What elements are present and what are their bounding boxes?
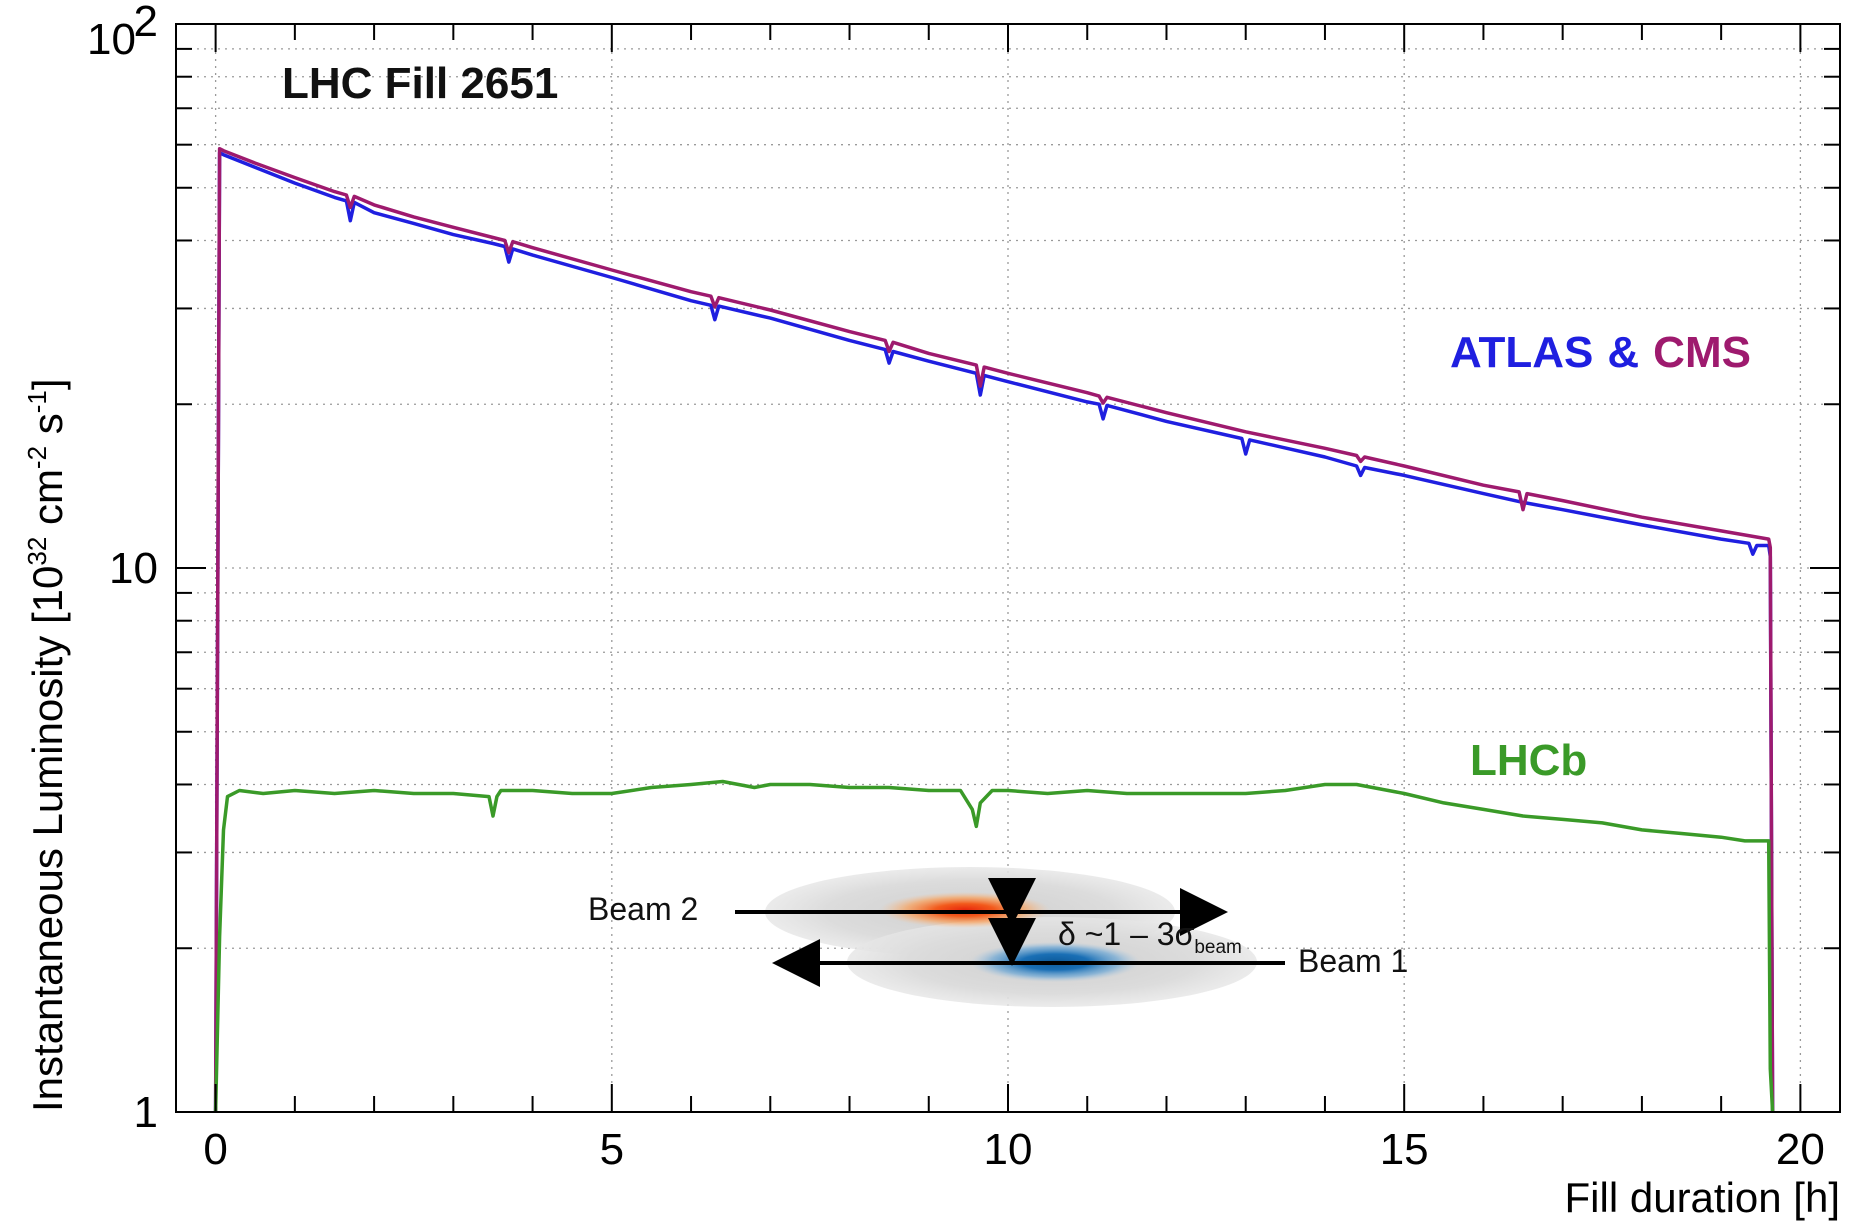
beam1-label: Beam 1 bbox=[1298, 943, 1408, 979]
grid-lines bbox=[176, 24, 1840, 1112]
y-tick-label-100-exp: 2 bbox=[134, 0, 158, 46]
lhcb-label: LHCb bbox=[1470, 736, 1587, 785]
ylabel-suffix: ] bbox=[24, 378, 71, 390]
ylabel-exp-s: -1 bbox=[22, 390, 52, 413]
y-tick-label-10: 10 bbox=[109, 544, 158, 593]
separation-label: δ ~1 – 3σbeam bbox=[1058, 916, 1242, 958]
series-line-lhcb bbox=[213, 779, 1775, 1112]
x-tick-label: 20 bbox=[1776, 1125, 1825, 1174]
beam2-label: Beam 2 bbox=[588, 891, 698, 927]
ylabel-s: s bbox=[24, 413, 71, 446]
ylabel-cm: cm bbox=[24, 469, 71, 537]
series-line-atlas bbox=[213, 150, 1775, 1112]
chart-title: LHC Fill 2651 bbox=[282, 59, 558, 108]
separation-prefix: δ ~1 – 3σ bbox=[1058, 916, 1195, 952]
axis-ticks bbox=[176, 23, 1840, 1113]
x-tick-label: 5 bbox=[600, 1125, 624, 1174]
ylabel-exp-cm: -2 bbox=[22, 446, 52, 469]
atlas-cms-label: ATLAS & CMS bbox=[1450, 328, 1751, 377]
cms-label: CMS bbox=[1653, 328, 1751, 377]
x-axis-title: Fill duration [h] bbox=[1565, 1174, 1840, 1221]
separation-subscript: beam bbox=[1194, 937, 1242, 958]
ylabel-prefix: Instantaneous Luminosity [10 bbox=[24, 566, 71, 1112]
x-tick-label: 15 bbox=[1380, 1125, 1429, 1174]
x-tick-label: 10 bbox=[984, 1125, 1033, 1174]
y-tick-label-100: 10 bbox=[87, 15, 136, 64]
x-tick-label: 0 bbox=[203, 1125, 227, 1174]
series-group bbox=[213, 146, 1775, 1112]
series-line-cms bbox=[213, 146, 1775, 1112]
beam-separation-inset: Beam 2 Beam 1 δ ~1 – 3σbeam bbox=[588, 867, 1408, 1007]
atlas-label: ATLAS bbox=[1450, 328, 1593, 377]
y-axis-title: Instantaneous Luminosity [1032 cm-2 s-1] bbox=[22, 378, 71, 1112]
ampersand-label: & bbox=[1607, 328, 1639, 377]
ylabel-exp-32: 32 bbox=[22, 537, 52, 566]
y-tick-label-1: 1 bbox=[134, 1088, 158, 1137]
